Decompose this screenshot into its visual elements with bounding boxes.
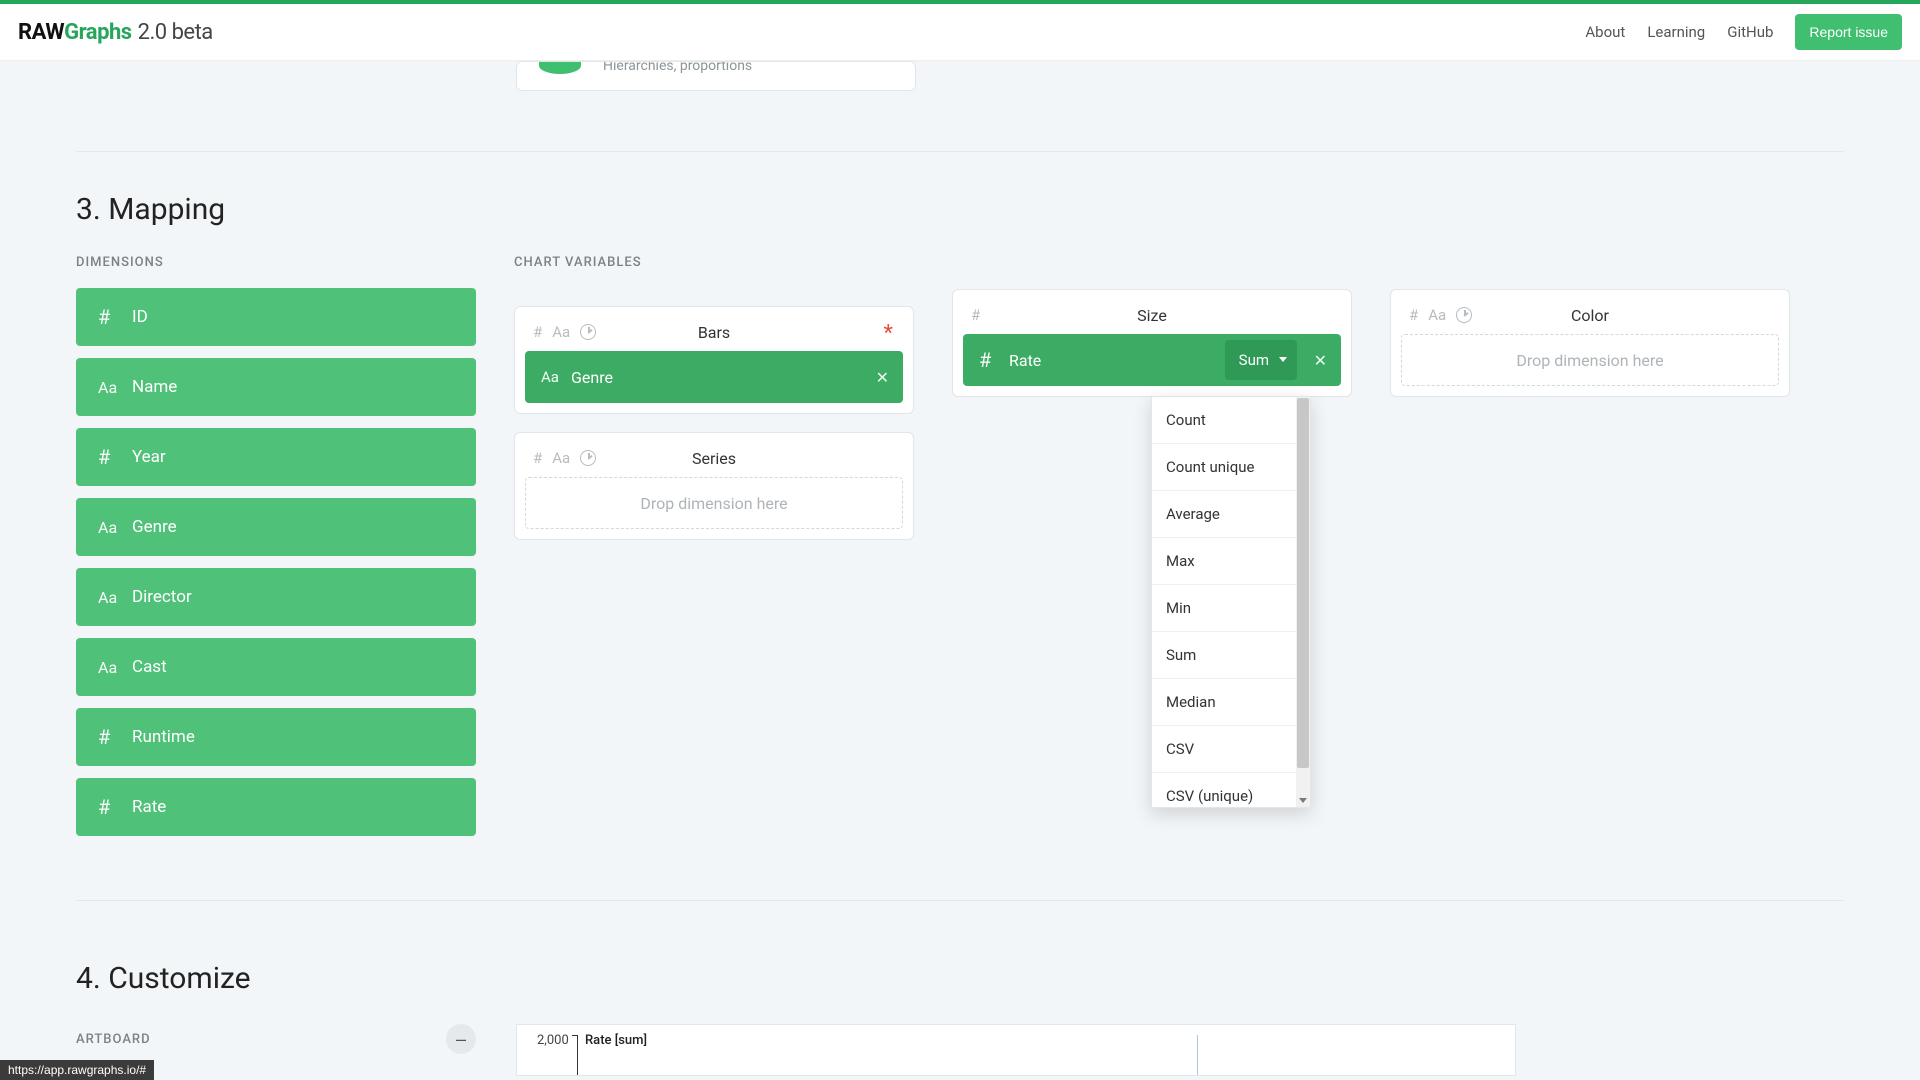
nav-learning[interactable]: Learning [1647,23,1705,41]
dropdown-scrollbar[interactable] [1296,397,1310,807]
dimension-year[interactable]: #Year [76,428,476,486]
logo-beta: 2.0 beta [138,20,213,45]
artboard-collapse-button[interactable]: – [446,1024,476,1054]
dimension-genre[interactable]: AaGenre [76,498,476,556]
section-divider-2 [76,900,1844,901]
dim-type-icon: Aa [98,658,132,677]
agg-option-min[interactable]: Min [1152,585,1310,632]
agg-option-count-unique[interactable]: Count unique [1152,444,1310,491]
dimensions-column: DIMENSIONS #ID AaName #Year AaGenre AaDi… [76,255,476,848]
agg-option-max[interactable]: Max [1152,538,1310,585]
variable-series-card: # Aa Series Drop dimension here [514,432,914,540]
nav-about[interactable]: About [1585,23,1625,41]
chart-variables-label: CHART VARIABLES [514,255,914,270]
dimension-runtime[interactable]: #Runtime [76,708,476,766]
dim-name: Runtime [132,727,195,747]
scroll-down-icon[interactable] [1298,795,1308,805]
assigned-name: Genre [571,368,613,387]
assigned-type-icon: Aa [541,368,571,386]
assigned-bars-genre[interactable]: Aa Genre ✕ [525,351,903,403]
dim-name: Rate [132,797,166,817]
variable-title: Bars [525,323,903,342]
logo-graphs: Graphs [64,20,131,45]
status-bar-url: https://app.rawgraphs.io/# [0,1060,154,1080]
axis-title: Rate [sum] [585,1033,647,1048]
variable-color-head: # Aa Color [1401,300,1779,334]
aggregation-button[interactable]: Sum [1225,340,1297,380]
agg-option-sum[interactable]: Sum [1152,632,1310,679]
dim-type-icon: # [98,305,132,329]
chart-type-desc: Hierarchies, proportions [603,61,752,74]
customize-title: 4. Customize [76,961,1844,996]
y-tick [572,1035,578,1036]
mapping-title: 3. Mapping [76,192,1844,227]
variable-bars-card: # Aa Bars * Aa Genre ✕ [514,306,914,414]
dim-type-icon: # [98,795,132,819]
aggregation-label: Sum [1239,351,1269,369]
logo[interactable]: RAWGraphs 2.0 beta [18,20,213,45]
dim-name: Director [132,587,192,607]
assigned-type-icon: # [979,348,1009,372]
remove-assigned-icon[interactable]: ✕ [1314,351,1327,370]
assigned-size-rate[interactable]: # Rate Sum ✕ [963,334,1341,386]
variable-bars-head: # Aa Bars * [525,317,903,351]
variable-series-head: # Aa Series [525,443,903,477]
header: RAWGraphs 2.0 beta About Learning GitHub … [0,4,1920,61]
dim-name: Name [132,377,177,397]
customize-section: 4. Customize ARTBOARD – 2,000 Rate [sum] [76,961,1844,1076]
dim-type-icon: Aa [98,518,132,537]
nav-github[interactable]: GitHub [1727,23,1773,41]
dim-name: Year [132,447,166,467]
dropdown-scrollthumb[interactable] [1297,398,1309,768]
variable-size-head: # Size [963,300,1341,334]
dimension-name[interactable]: AaName [76,358,476,416]
dimensions-label: DIMENSIONS [76,255,476,270]
report-issue-button[interactable]: Report issue [1795,14,1902,50]
dim-type-icon: Aa [98,378,132,397]
dim-name: ID [132,307,148,327]
dimension-director[interactable]: AaDirector [76,568,476,626]
nav: About Learning GitHub Report issue [1585,14,1902,50]
dim-name: Cast [132,657,167,677]
chart-type-card[interactable]: Hierarchies, proportions [516,61,916,91]
dim-type-icon: # [98,445,132,469]
artboard-row: ARTBOARD – [76,1024,476,1054]
agg-option-average[interactable]: Average [1152,491,1310,538]
variable-title: Size [963,306,1341,325]
chart-type-icon [539,61,581,74]
dimension-rate[interactable]: #Rate [76,778,476,836]
dimension-id[interactable]: #ID [76,288,476,346]
remove-assigned-icon[interactable]: ✕ [876,368,889,387]
dim-name: Genre [132,517,177,537]
mapping-columns: DIMENSIONS #ID AaName #Year AaGenre AaDi… [76,255,1844,848]
y-axis-line [577,1035,578,1075]
variable-size-card: # Size # Rate Sum ✕ Count Count unique [952,289,1352,397]
agg-option-median[interactable]: Median [1152,679,1310,726]
dimension-cast[interactable]: AaCast [76,638,476,696]
chart-preview: 2,000 Rate [sum] [516,1024,1516,1076]
page: Hierarchies, proportions 3. Mapping DIME… [0,61,1920,1076]
series-dropzone[interactable]: Drop dimension here [525,477,903,529]
agg-option-csv-unique[interactable]: CSV (unique) [1152,773,1310,808]
assigned-name: Rate [1009,351,1041,370]
variable-color-card: # Aa Color Drop dimension here [1390,289,1790,397]
variable-title: Color [1401,306,1779,325]
aggregation-dropdown: Count Count unique Average Max Min Sum M… [1151,396,1311,808]
agg-option-count[interactable]: Count [1152,397,1310,444]
logo-raw: RAW [18,20,64,45]
dim-type-icon: # [98,725,132,749]
chart-variables-column: CHART VARIABLES # Aa Bars * Aa Genre [514,255,1844,540]
color-dropzone[interactable]: Drop dimension here [1401,334,1779,386]
aggregation-dropdown-list[interactable]: Count Count unique Average Max Min Sum M… [1152,397,1310,808]
bar-preview [1197,1035,1198,1075]
section-divider [76,151,1844,152]
variable-title: Series [525,449,903,468]
artboard-label: ARTBOARD [76,1032,151,1047]
required-asterisk: * [884,321,893,346]
y-max-label: 2,000 [537,1033,569,1048]
agg-option-csv[interactable]: CSV [1152,726,1310,773]
dim-type-icon: Aa [98,588,132,607]
